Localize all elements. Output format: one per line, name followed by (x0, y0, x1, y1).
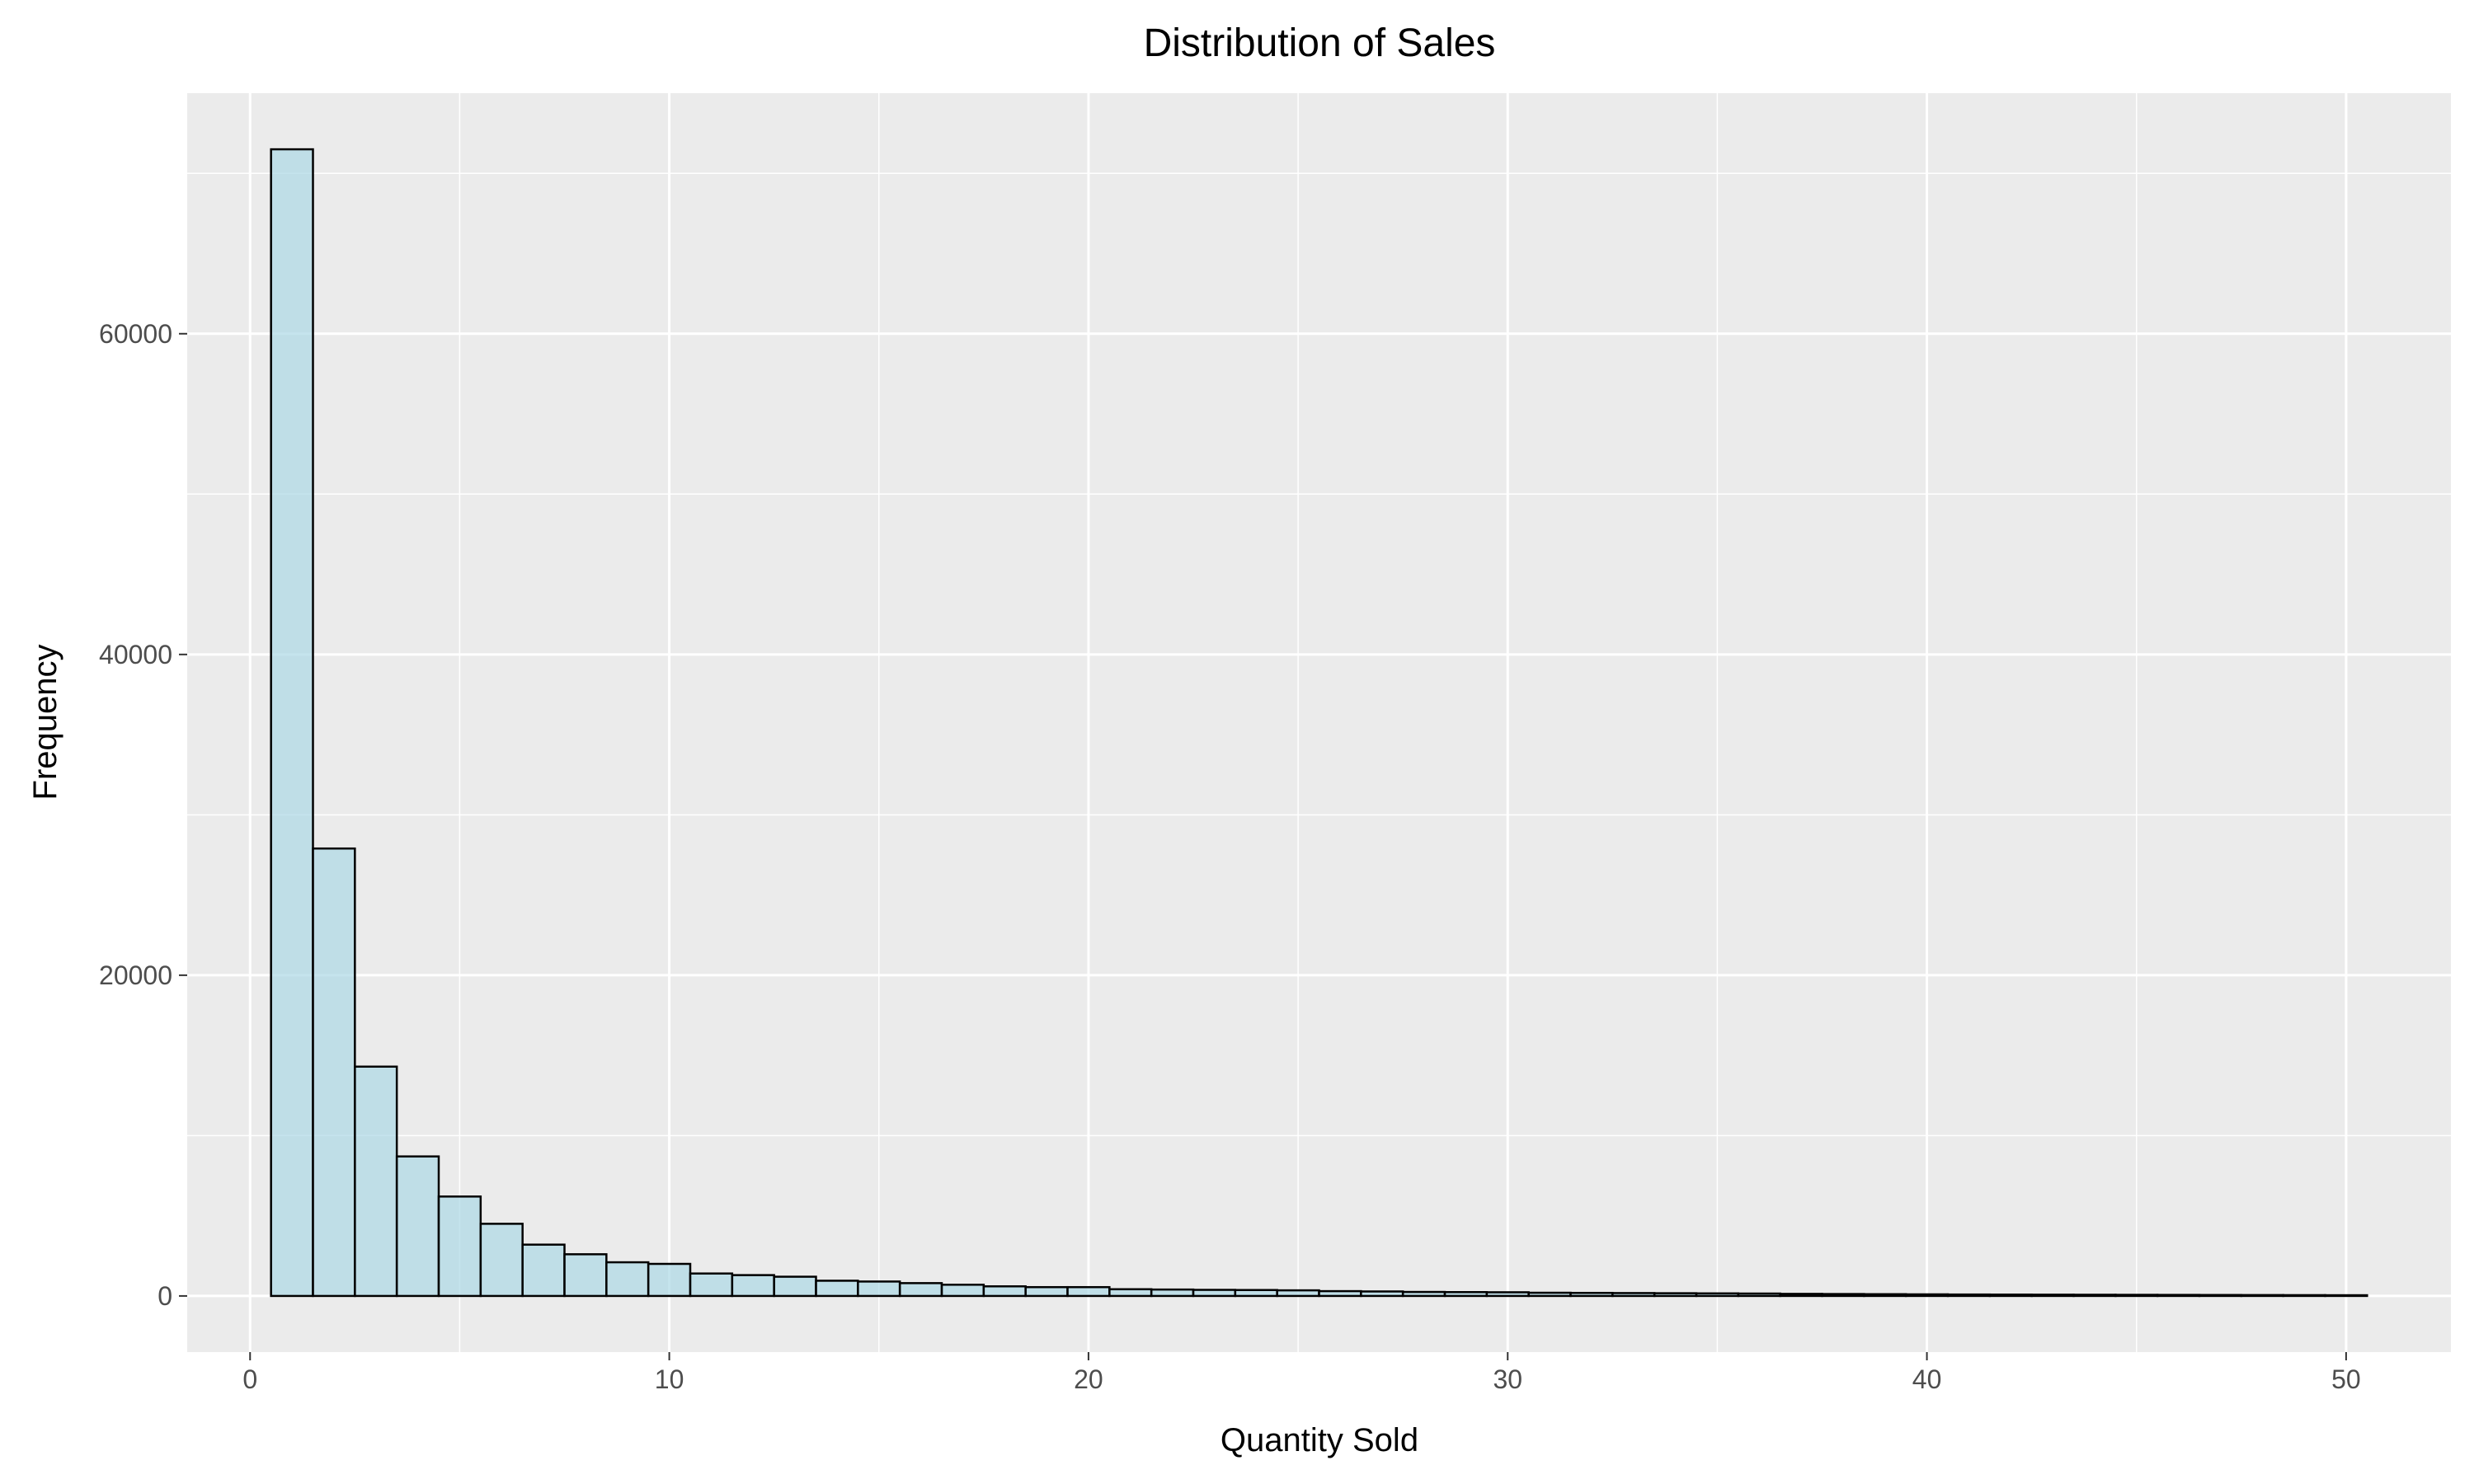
histogram-bar (521, 1243, 566, 1298)
histogram-bar (1737, 1292, 1781, 1298)
histogram-bar (1360, 1290, 1404, 1298)
plot-panel (187, 93, 2451, 1352)
histogram-bar (1569, 1291, 1614, 1298)
histogram-bar (1611, 1292, 1656, 1298)
histogram-bar (647, 1262, 692, 1298)
histogram-bar (1108, 1288, 1153, 1298)
histogram-bar (270, 148, 314, 1298)
histogram-bar (2198, 1294, 2243, 1298)
histogram-bar (312, 847, 356, 1298)
histogram-bar (2114, 1294, 2159, 1298)
histogram-bar (940, 1284, 985, 1298)
x-tick-label: 0 (242, 1364, 257, 1394)
histogram-bar (1066, 1285, 1111, 1298)
histogram-bar (605, 1261, 650, 1298)
x-tick-label: 40 (1912, 1364, 1942, 1394)
histogram-bar (1821, 1293, 1865, 1298)
histogram-bar (773, 1275, 817, 1298)
histogram-bar (898, 1282, 943, 1298)
histogram-bar (1527, 1291, 1572, 1298)
major-gridlines (187, 93, 2451, 1352)
y-tick-label: 60000 (99, 319, 172, 349)
x-axis-title: Quantity Sold (1221, 1422, 1418, 1458)
histogram-bar (1946, 1293, 1992, 1298)
histogram-bar (1863, 1293, 1907, 1298)
histogram-bar (1276, 1289, 1320, 1298)
x-tick-label: 10 (655, 1364, 684, 1394)
minor-gridlines (187, 93, 2451, 1352)
histogram-bar (1485, 1291, 1530, 1298)
y-tick-label: 0 (158, 1281, 172, 1311)
histogram-bar (354, 1065, 398, 1298)
chart-title: Distribution of Sales (1144, 21, 1496, 65)
histogram-bar (1988, 1294, 2033, 1298)
histogram-bar (1024, 1285, 1069, 1298)
histogram-bar (2072, 1294, 2117, 1298)
histogram-bar (982, 1284, 1027, 1298)
histogram-bar (1150, 1288, 1195, 1298)
histogram-bar (1904, 1293, 1950, 1298)
y-tick-label: 20000 (99, 960, 172, 990)
x-tick-label: 30 (1493, 1364, 1522, 1394)
histogram-bar (1779, 1293, 1823, 1298)
histogram-bar (395, 1155, 440, 1298)
x-axis-ticks: 0 10 20 30 40 50 (242, 1352, 2361, 1394)
histogram-bar (1234, 1289, 1278, 1298)
x-tick-label: 50 (2331, 1364, 2361, 1394)
histogram-bar (2156, 1294, 2201, 1298)
histogram-bar (731, 1274, 775, 1298)
histogram-bar (1318, 1289, 1362, 1298)
histogram-bar (1401, 1290, 1446, 1298)
histogram-bar (1192, 1289, 1237, 1298)
histogram-bar (2282, 1294, 2326, 1298)
y-axis-title: Frequency (27, 645, 63, 801)
histogram-bar (1653, 1292, 1698, 1298)
histogram-bar (857, 1280, 901, 1298)
histogram-bar (1443, 1290, 1489, 1298)
histogram-bar (437, 1195, 482, 1298)
histogram-bar (2030, 1294, 2075, 1298)
histogram-bar (563, 1253, 608, 1298)
histogram-bars (270, 148, 2368, 1298)
histogram-bar (2240, 1294, 2284, 1298)
histogram-bar (2324, 1294, 2368, 1298)
y-tick-label: 40000 (99, 640, 172, 669)
x-tick-label: 20 (1074, 1364, 1103, 1394)
histogram-bar (479, 1223, 524, 1298)
histogram-bar (1695, 1292, 1740, 1298)
histogram-bar (689, 1272, 734, 1298)
histogram-bar (815, 1280, 859, 1298)
y-axis-ticks: 0 20000 40000 60000 (99, 319, 187, 1311)
